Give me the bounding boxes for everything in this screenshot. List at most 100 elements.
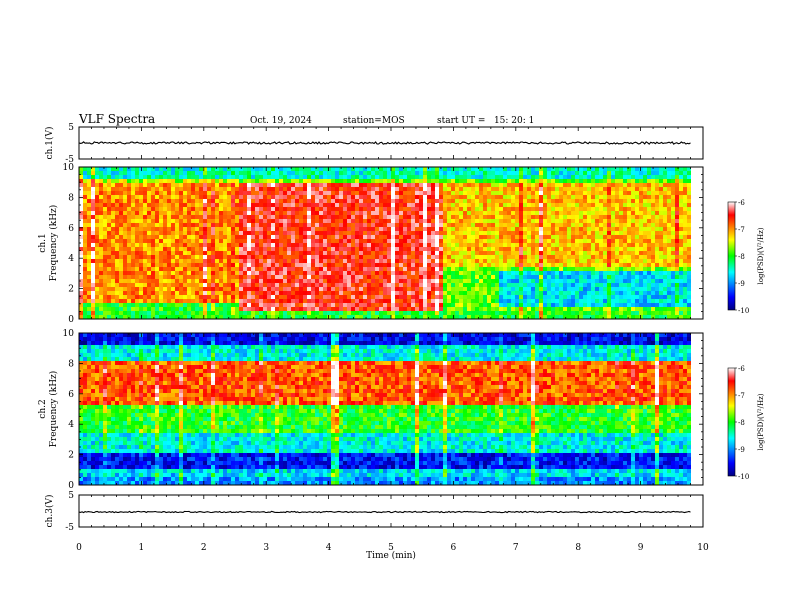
spectrogram-cell (83, 271, 88, 276)
spectrogram-cell (135, 167, 140, 172)
spectrogram-cell (535, 195, 540, 200)
spectrogram-cell (467, 227, 472, 232)
spectrogram-cell (199, 223, 204, 228)
spectrogram-cell (271, 307, 276, 312)
spectrogram-cell (507, 199, 512, 204)
spectrogram-cell (135, 259, 140, 264)
spectrogram-cell (391, 199, 396, 204)
spectrogram-cell (199, 307, 204, 312)
spectrogram-cell (263, 179, 268, 184)
spectrogram-cell (331, 191, 336, 196)
spectrogram-cell (259, 167, 264, 172)
spectrogram-cell (131, 267, 136, 272)
spectrogram-cell (387, 243, 392, 248)
spectrogram-cell (267, 279, 272, 284)
spectrogram-cell (463, 175, 468, 180)
spectrogram-cell (203, 255, 208, 260)
spectrogram-cell (211, 283, 216, 288)
spectrogram-cell (587, 239, 592, 244)
spectrogram-cell (135, 303, 140, 308)
spectrogram-cell (151, 239, 156, 244)
spectrogram-cell (583, 255, 588, 260)
spectrogram-cell (87, 199, 92, 204)
spectrogram-cell (511, 251, 516, 256)
spectrogram-cell (515, 223, 520, 228)
spectrogram-cell (575, 175, 580, 180)
spectrogram-cell (235, 179, 240, 184)
spectrogram-cell (87, 179, 92, 184)
spectrogram-cell (251, 203, 256, 208)
spectrogram-cell (347, 291, 352, 296)
spectrogram-cell (395, 187, 400, 192)
spectrogram-cell (375, 307, 380, 312)
spectrogram-cell (251, 231, 256, 236)
spectrogram-cell (199, 311, 204, 316)
spectrogram-cell (243, 171, 248, 176)
spectrogram-cell (299, 255, 304, 260)
spectrogram-cell (303, 291, 308, 296)
spectrogram-cell (415, 235, 420, 240)
spectrogram-cell (155, 247, 160, 252)
spectrogram-cell (299, 183, 304, 188)
spectrogram-cell (167, 275, 172, 280)
spectrogram-cell (351, 275, 356, 280)
spectrogram-cell (555, 175, 560, 180)
spectrogram-cell (135, 207, 140, 212)
spectrogram-cell (287, 307, 292, 312)
spectrogram-cell (371, 247, 376, 252)
spectrogram-cell (91, 259, 96, 264)
spectrogram-cell (575, 287, 580, 292)
spectrogram-cell (127, 251, 132, 256)
spectrogram-cell (243, 251, 248, 256)
spectrogram-cell (91, 255, 96, 260)
spectrogram-cell (463, 259, 468, 264)
spectrogram-cell (147, 187, 152, 192)
spectrogram-cell (143, 263, 148, 268)
spectrogram-cell (243, 307, 248, 312)
spectrogram-cell (335, 191, 340, 196)
spectrogram-cell (467, 175, 472, 180)
spectrogram-cell (99, 275, 104, 280)
spectrogram-cell (127, 183, 132, 188)
spectrogram-cell (339, 291, 344, 296)
spectrogram-cell (251, 279, 256, 284)
spectrogram-cell (319, 243, 324, 248)
spectrogram-cell (299, 311, 304, 316)
spectrogram-cell (463, 199, 468, 204)
spectrogram-cell (119, 263, 124, 268)
spectrogram-cell (463, 243, 468, 248)
spectrogram-cell (79, 275, 84, 280)
spectrogram-cell (207, 243, 212, 248)
spectrogram-cell (495, 191, 500, 196)
spectrogram-cell (599, 215, 604, 220)
spectrogram-cell (491, 227, 496, 232)
spectrogram-cell (487, 195, 492, 200)
spectrogram-cell (459, 307, 464, 312)
spectrogram-cell (559, 295, 564, 300)
spectrogram-cell (443, 227, 448, 232)
spectrogram-cell (355, 299, 360, 304)
spectrogram-cell (251, 243, 256, 248)
spectrogram-cell (531, 259, 536, 264)
spectrogram-cell (275, 199, 280, 204)
spectrogram-cell (359, 239, 364, 244)
spectrogram-cell (535, 187, 540, 192)
spectrogram-cell (511, 267, 516, 272)
spectrogram-cell (547, 219, 552, 224)
spectrogram-cell (255, 315, 260, 320)
spectrogram-cell (479, 295, 484, 300)
spectrogram-cell (219, 215, 224, 220)
spectrogram-cell (267, 295, 272, 300)
spectrogram-cell (187, 275, 192, 280)
spectrogram-cell (147, 303, 152, 308)
spectrogram-cell (283, 259, 288, 264)
spectrogram-cell (547, 251, 552, 256)
spectrogram-cell (227, 311, 232, 316)
spectrogram-cell (427, 215, 432, 220)
spectrogram-cell (251, 263, 256, 268)
spectrogram-cell (263, 187, 268, 192)
spectrogram-cell (119, 175, 124, 180)
spectrogram-cell (327, 207, 332, 212)
spectrogram-cell (343, 255, 348, 260)
spectrogram-cell (135, 231, 140, 236)
